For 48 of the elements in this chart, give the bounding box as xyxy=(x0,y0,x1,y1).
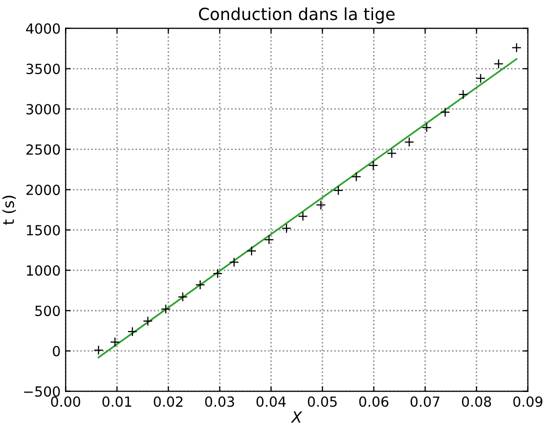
x-tick-label: 0.04 xyxy=(256,396,286,407)
y-tick-label: 4000 xyxy=(26,23,60,34)
x-tick-label: 0.00 xyxy=(51,396,80,407)
y-tick-label: 1500 xyxy=(26,224,60,236)
x-tick-label: 0.07 xyxy=(410,396,440,407)
point xyxy=(512,42,522,53)
x-axis-title: X xyxy=(290,411,302,423)
point xyxy=(160,304,171,314)
point xyxy=(282,223,292,234)
point xyxy=(404,137,414,148)
x-tick-label: 0.03 xyxy=(205,396,234,407)
point xyxy=(142,316,153,326)
point xyxy=(494,58,504,69)
chart-title: Conduction dans la tige xyxy=(198,7,395,24)
point xyxy=(351,172,362,182)
point xyxy=(333,186,344,196)
point xyxy=(264,234,274,245)
y-tick-label: 1000 xyxy=(26,265,60,276)
point xyxy=(298,211,308,222)
x-tick-label: 0.02 xyxy=(154,396,182,407)
point xyxy=(246,246,256,256)
y-tick-label: 0 xyxy=(52,346,60,356)
y-tick-label: 2000 xyxy=(26,184,60,196)
y-tick-label: 3000 xyxy=(26,104,60,114)
x-tick-label: 0.08 xyxy=(462,396,492,407)
point xyxy=(229,257,240,268)
point xyxy=(127,326,138,337)
point xyxy=(458,90,468,100)
x-tick-label: 0.09 xyxy=(513,396,542,407)
x-tick-label: 0.05 xyxy=(308,396,337,407)
point xyxy=(476,73,486,84)
x-tick-label: 0.01 xyxy=(102,396,132,407)
point xyxy=(368,160,378,170)
point xyxy=(178,292,188,302)
point xyxy=(212,268,223,278)
point xyxy=(386,148,397,158)
point xyxy=(195,280,206,290)
y-axis-title: t (s) xyxy=(2,196,16,225)
y-tick-label: 500 xyxy=(35,306,60,316)
point xyxy=(440,107,450,118)
y-tick-label: 3500 xyxy=(26,64,60,74)
y-tick-label: 2500 xyxy=(26,144,60,155)
point xyxy=(94,345,104,356)
point xyxy=(422,122,432,132)
point xyxy=(110,337,120,348)
y-tick-label: −500 xyxy=(24,386,60,397)
x-tick-label: 0.06 xyxy=(359,396,388,407)
point xyxy=(316,200,326,210)
